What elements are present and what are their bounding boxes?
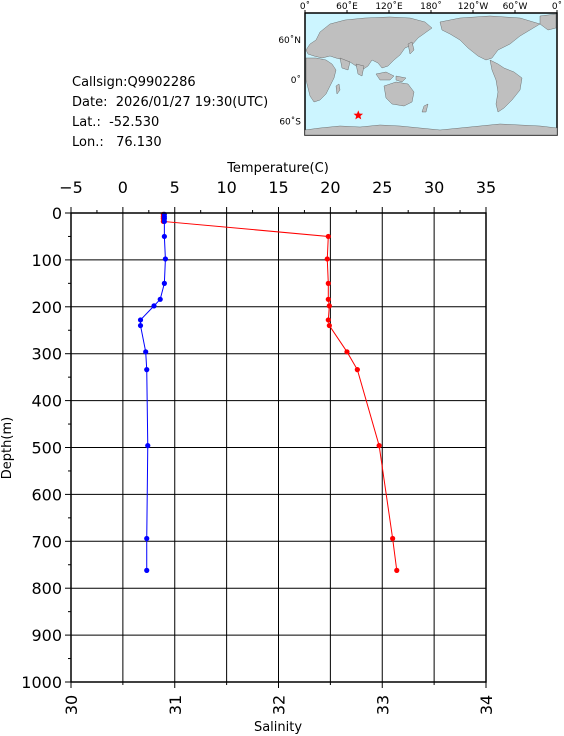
map-lon-label: 60˚E xyxy=(336,1,358,12)
location-map: 0˚ 60˚E 120˚E 180˚ 120˚W 60˚W 0˚ 60˚N 0˚ 60˚S xyxy=(278,1,562,136)
temperature-point xyxy=(326,303,332,309)
bottom-axis-title: Salinity xyxy=(254,720,302,735)
temperature-point xyxy=(325,233,331,240)
y-tick-label: 1000 xyxy=(21,673,62,692)
top-tick-label: 35 xyxy=(476,178,496,197)
temperature-point xyxy=(325,280,331,286)
salinity-point xyxy=(137,322,144,329)
salinity-point xyxy=(162,256,169,262)
top-tick-label: 15 xyxy=(268,178,288,197)
salinity-point xyxy=(151,303,157,309)
map-lat-label: 60˚N xyxy=(278,35,301,46)
y-tick-label: 700 xyxy=(31,532,62,551)
y-tick-label: 400 xyxy=(31,392,62,411)
bottom-tick-label: 32 xyxy=(270,695,289,715)
map-land xyxy=(304,13,558,136)
map-lon-label: 120˚E xyxy=(375,1,403,12)
salinity-point xyxy=(137,317,144,323)
y-tick-label: 300 xyxy=(31,345,62,364)
salinity-point xyxy=(143,349,149,355)
temperature-point xyxy=(390,535,396,542)
callsign-text: Callsign:Q9902286 xyxy=(72,75,196,90)
salinity-point xyxy=(157,296,163,302)
temperature-point xyxy=(324,256,330,262)
bottom-tick-label: 31 xyxy=(166,695,185,715)
map-lon-label: 120˚W xyxy=(458,1,489,12)
bottom-tick-label: 33 xyxy=(373,695,392,715)
top-tick-label: 25 xyxy=(372,178,392,197)
y-tick-label: 100 xyxy=(31,251,62,270)
chart-grid xyxy=(70,212,487,683)
y-tick-label: 0 xyxy=(52,204,62,223)
y-tick-label: 800 xyxy=(31,579,62,598)
salinity-point xyxy=(161,280,167,286)
top-tick-label: 10 xyxy=(216,178,236,197)
y-tick-label: 200 xyxy=(31,298,62,317)
chart-series xyxy=(137,211,400,573)
temperature-point xyxy=(354,367,360,373)
longitude-text: Lon.: 76.130 xyxy=(72,135,162,150)
map-lat-label: 60˚S xyxy=(279,117,301,128)
salinity-line xyxy=(140,214,166,571)
temperature-point xyxy=(325,317,331,323)
salinity-point xyxy=(144,367,150,373)
temperature-point xyxy=(376,443,382,449)
star-icon xyxy=(353,110,364,120)
temperature-point xyxy=(344,349,350,355)
y-axis-title: Depth(m) xyxy=(0,417,15,479)
bottom-tick-label: 30 xyxy=(62,695,81,715)
map-lon-label: 0˚ xyxy=(552,1,562,12)
map-lat-label: 0˚ xyxy=(291,75,301,86)
top-axis-title: Temperature(C) xyxy=(226,161,329,176)
salinity-point xyxy=(144,567,150,573)
chart-tick-labels: 0 100 200 300 400 500 600 700 800 900 1000 −5 0 5 10 15… xyxy=(21,178,496,715)
top-tick-label: 20 xyxy=(320,178,340,197)
map-lon-label: 180˚ xyxy=(420,1,442,12)
latitude-text: Lat.: -52.530 xyxy=(72,115,160,130)
temperature-point xyxy=(325,296,331,302)
date-text: Date: 2026/01/27 19:30(UTC) xyxy=(72,95,269,110)
bottom-tick-label: 34 xyxy=(477,695,496,715)
temperature-point xyxy=(394,567,400,573)
salinity-point xyxy=(161,218,167,225)
top-tick-label: 0 xyxy=(118,178,128,197)
y-tick-label: 900 xyxy=(31,626,62,645)
map-lon-label: 0˚ xyxy=(300,1,310,12)
plot-frame xyxy=(70,212,487,683)
temperature-point xyxy=(326,322,332,329)
map-lon-label: 60˚W xyxy=(503,1,528,12)
map-latitude-labels: 60˚N 0˚ 60˚S xyxy=(278,35,301,128)
salinity-point xyxy=(161,233,167,240)
top-tick-label: 5 xyxy=(170,178,180,197)
y-tick-label: 600 xyxy=(31,485,62,504)
salinity-point xyxy=(144,535,150,542)
station-info: Callsign:Q9902286 Date: 2026/01/27 19:30… xyxy=(72,73,268,153)
y-tick-label: 500 xyxy=(31,439,62,458)
top-tick-label: 30 xyxy=(424,178,444,197)
temperature-line xyxy=(162,214,398,571)
top-tick-label: −5 xyxy=(59,178,83,197)
salinity-point xyxy=(145,443,151,449)
